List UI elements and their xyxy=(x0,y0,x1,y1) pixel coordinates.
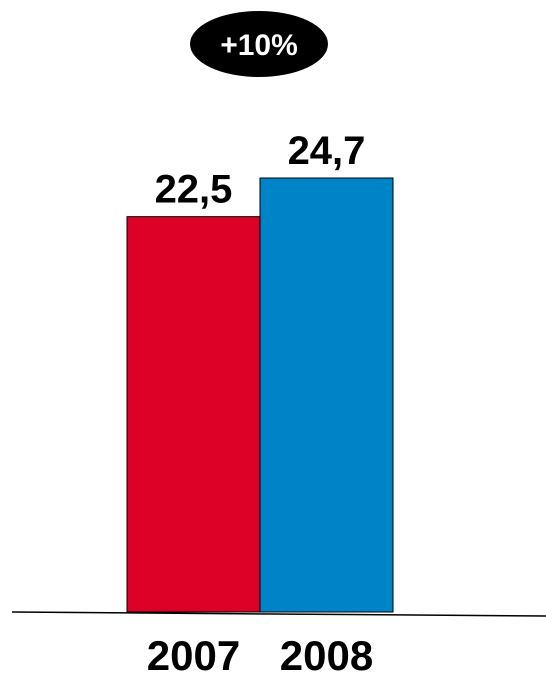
change-badge-label: +10% xyxy=(220,29,298,62)
change-badge-background xyxy=(190,11,328,77)
change-badge: +10% xyxy=(190,11,328,77)
value-label-2007: 22,5 xyxy=(155,168,233,212)
value-label-2008: 24,7 xyxy=(288,129,366,173)
category-label-2007: 2007 xyxy=(147,632,240,676)
bar-2007 xyxy=(126,216,261,613)
bars-group: 22,5 2007 24,7 2008 xyxy=(126,129,394,676)
category-label-2008: 2008 xyxy=(280,632,373,676)
x-axis-baseline xyxy=(11,611,546,617)
bar-2008 xyxy=(259,177,394,613)
